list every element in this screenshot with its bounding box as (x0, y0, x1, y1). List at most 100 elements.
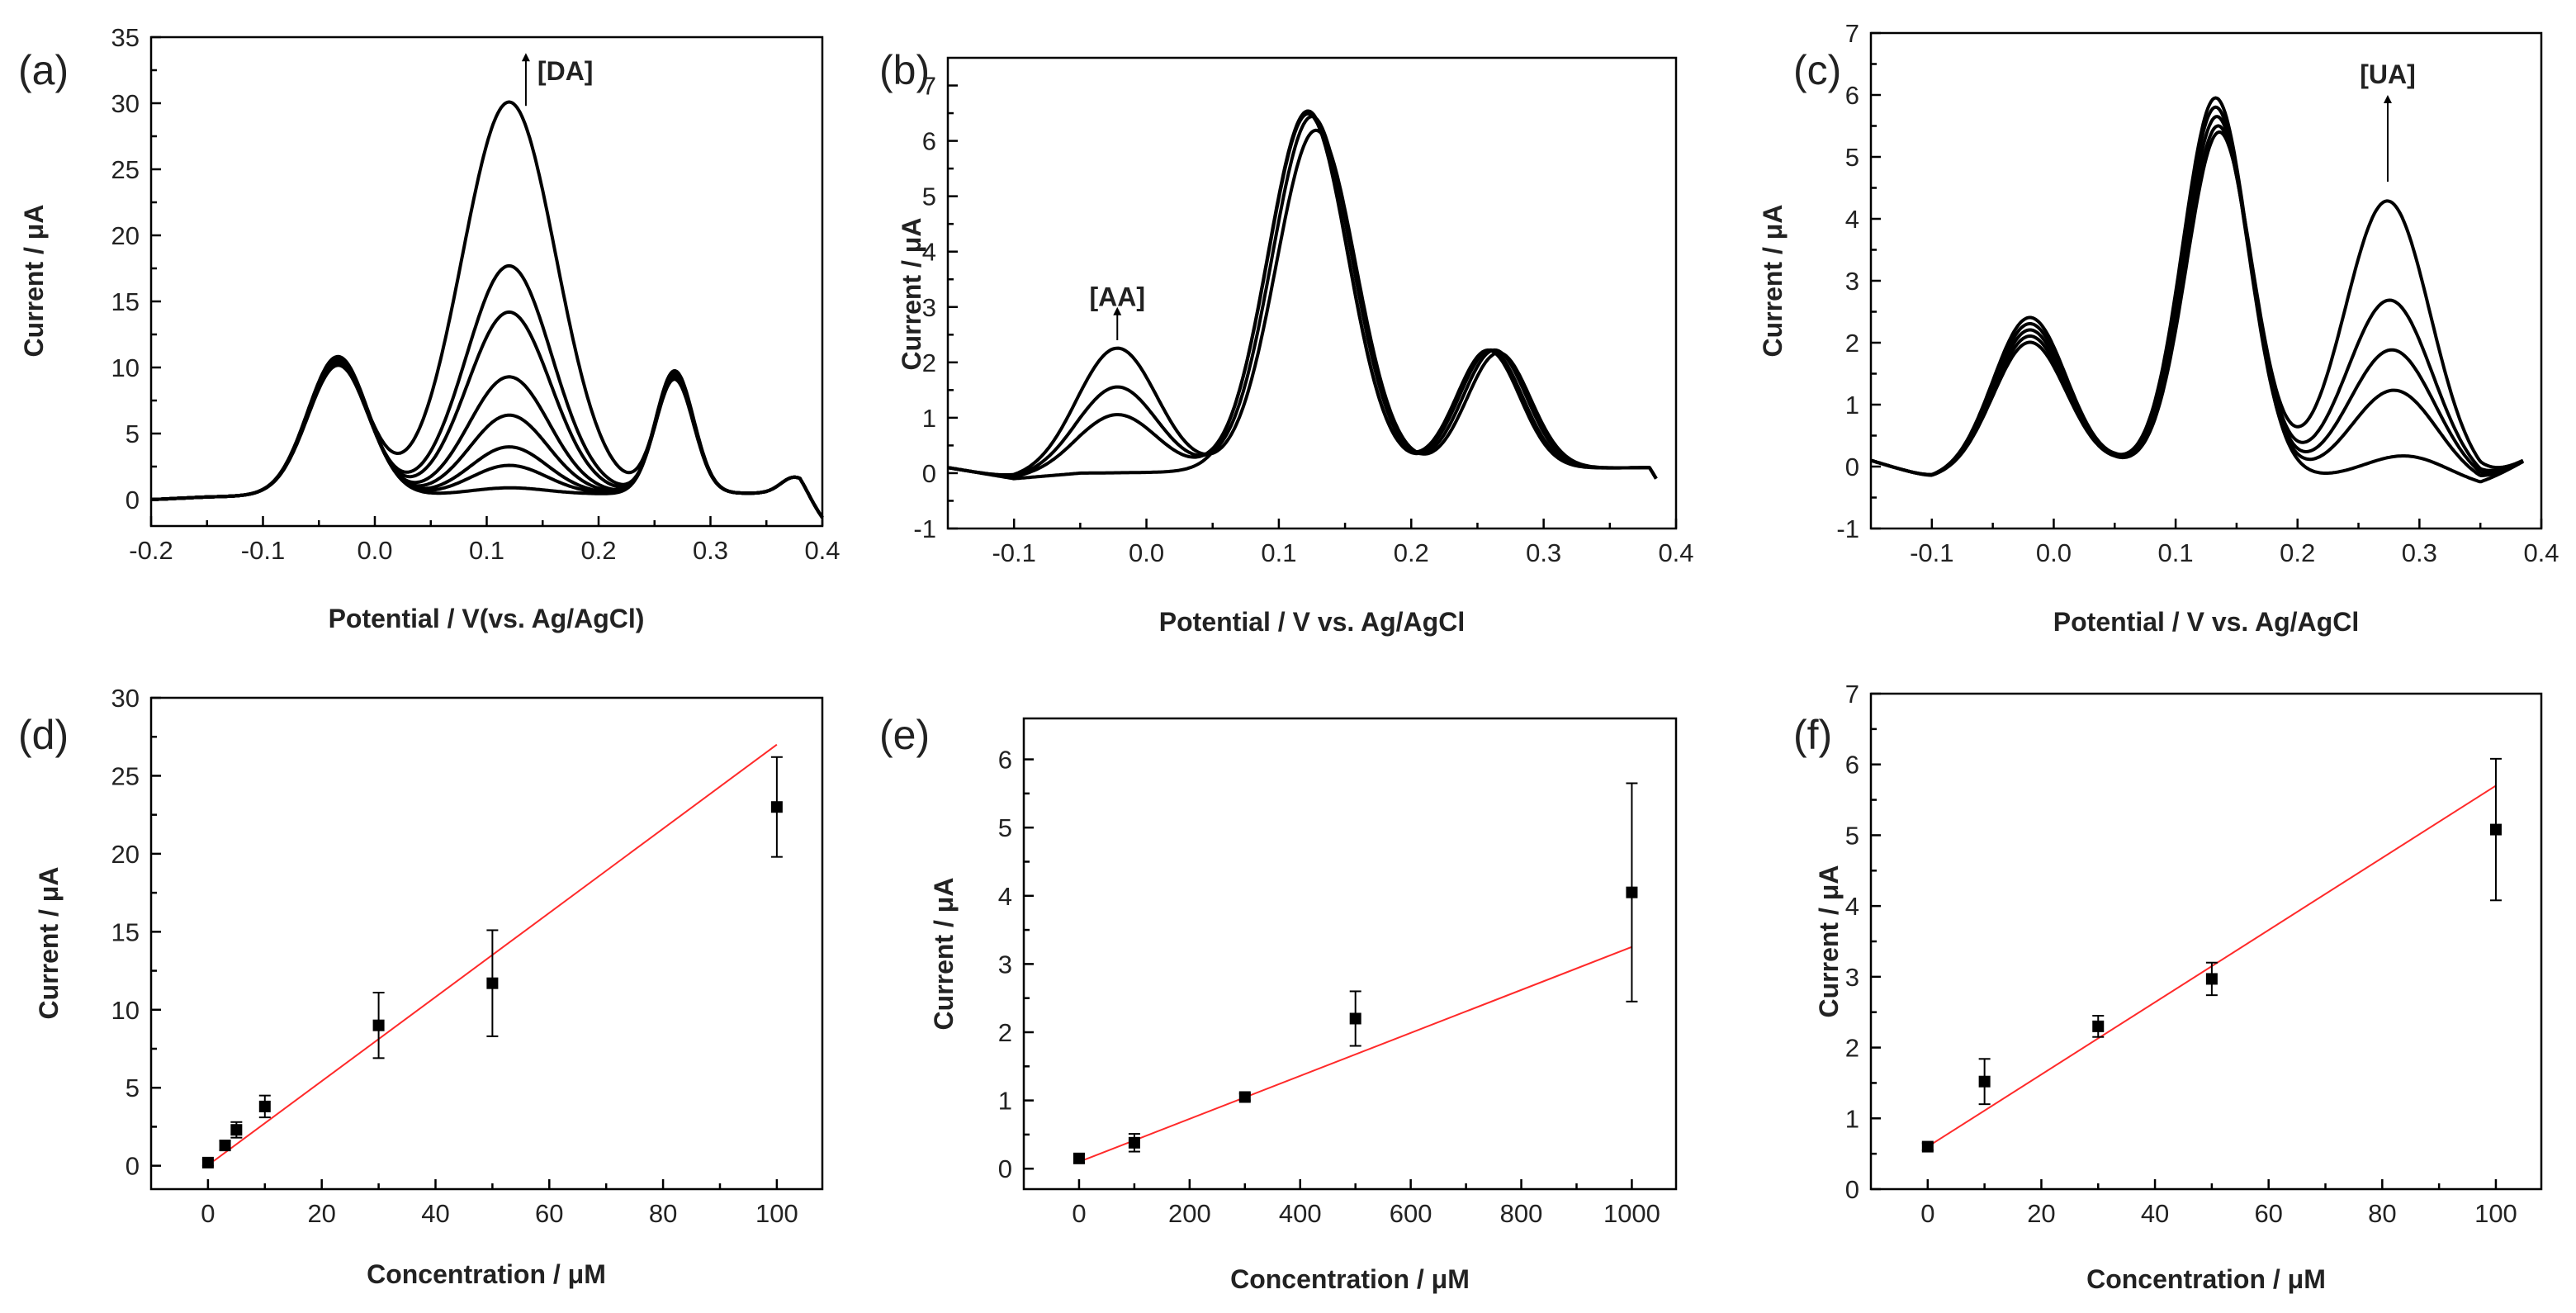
annotation-label: [AA] (1089, 282, 1145, 311)
x-tick-label: 0.1 (1261, 538, 1296, 567)
y-axis-title: Current / μA (929, 878, 959, 1031)
x-tick-label: 0.3 (693, 536, 728, 565)
x-tick-label: 0.3 (1526, 538, 1561, 567)
x-tick-label: 0.2 (580, 536, 616, 565)
x-tick-label: 0.1 (2158, 538, 2194, 567)
data-point (372, 1019, 385, 1031)
x-axis-title: Potential / V vs. Ag/AgCl (1159, 607, 1465, 637)
y-tick-label: 0 (1845, 1175, 1859, 1204)
x-tick-label: 0.3 (2402, 538, 2437, 567)
y-tick-label: 30 (111, 89, 140, 118)
data-point (1921, 1140, 1934, 1153)
x-tick-label: 100 (2474, 1199, 2517, 1228)
series-line-c1 (947, 109, 1658, 481)
x-tick-label: 0.1 (469, 536, 504, 565)
x-tick-label: -0.1 (1910, 538, 1953, 567)
x-tick-label: 1000 (1603, 1199, 1660, 1228)
x-axis-title: Concentration / μM (367, 1259, 606, 1289)
plot-frame (1869, 692, 2543, 1191)
y-tick-label: 10 (111, 353, 140, 382)
x-axis-title: Concentration / μM (1230, 1264, 1470, 1294)
y-tick-label: 0 (1845, 453, 1859, 481)
panel-a: (a) -0.2 -0.1 0.0 0.1 0.2 0.3 0.4 0 5 10 15 20 25 30 35… (18, 23, 841, 633)
y-axis-title: Current / μA (19, 205, 49, 358)
x-tick-label: -0.1 (992, 538, 1035, 567)
panel-b: (b) -0.1 0.0 0.1 0.2 0.3 0.4 -1 0 1 2 3 4 5 6 7 Potentia… (879, 47, 1694, 637)
data-point (1238, 1091, 1251, 1103)
data-point (1626, 886, 1638, 898)
y-tick-label: 6 (1845, 751, 1859, 780)
y-axis-title: Current / μA (897, 218, 926, 371)
y-tick-label: 7 (1845, 680, 1859, 709)
y-tick-label: 0 (922, 459, 936, 488)
annotation-label: [UA] (2360, 59, 2416, 89)
annotation-label: [DA] (537, 56, 594, 86)
panel-label: (b) (879, 47, 930, 93)
series-line-c3 (947, 115, 1658, 480)
y-tick-label: 2 (1845, 329, 1859, 358)
y-tick-label: 4 (998, 882, 1012, 911)
panel-f: (f) 0 20 40 60 80 100 0 1 2 3 4 5 6 7 Concentration / μ… (1793, 680, 2543, 1294)
y-tick-label: 5 (1845, 143, 1859, 172)
y-tick-label: 1 (1845, 1104, 1859, 1133)
x-tick-label: 400 (1279, 1199, 1322, 1228)
data-point (1349, 1012, 1361, 1025)
data-point (2205, 973, 2218, 985)
x-tick-label: 60 (2254, 1199, 2282, 1228)
x-axis-title: Concentration / μM (2086, 1264, 2326, 1294)
y-tick-label: 0 (998, 1154, 1012, 1183)
y-tick-label: 25 (111, 155, 140, 184)
y-tick-label: -1 (913, 514, 936, 543)
y-tick-label: 1 (922, 404, 936, 433)
x-tick-label: 0.0 (1129, 538, 1164, 567)
y-tick-label: 0 (125, 486, 140, 514)
x-tick-label: 600 (1390, 1199, 1432, 1228)
data-point (2092, 1020, 2105, 1032)
annotation-arrowhead (2383, 95, 2392, 103)
data-point (1073, 1152, 1085, 1164)
y-tick-label: 3 (998, 950, 1012, 979)
y-tick-label: 20 (111, 840, 140, 869)
plot-frame (1022, 717, 1678, 1191)
plot-frame (946, 56, 1678, 530)
series-line-c8 (150, 100, 824, 519)
data-point (1978, 1075, 1991, 1088)
x-tick-label: 0 (201, 1199, 215, 1228)
panel-label: (a) (18, 47, 69, 93)
y-tick-label: -1 (1836, 514, 1859, 543)
y-tick-label: 1 (998, 1087, 1012, 1116)
y-axis-title: Current / μA (1758, 205, 1788, 358)
y-tick-label: 3 (1845, 267, 1859, 296)
plot-frame (149, 696, 824, 1191)
data-point (219, 1140, 231, 1152)
x-tick-label: 80 (2368, 1199, 2396, 1228)
y-axis-title: Current / μA (1814, 865, 1844, 1018)
y-tick-label: 5 (998, 813, 1012, 842)
panel-label: (f) (1793, 712, 1832, 758)
fit-line (1078, 946, 1632, 1163)
data-point (230, 1124, 243, 1136)
x-tick-label: 40 (421, 1199, 449, 1228)
y-tick-label: 6 (1845, 81, 1859, 110)
x-tick-label: 200 (1168, 1199, 1211, 1228)
x-tick-label: -0.2 (129, 536, 173, 565)
y-tick-label: 3 (1845, 963, 1859, 992)
panel-e: (e) 0 200 400 600 800 1000 0 1 2 3 4 5 6 Concentration… (879, 712, 1678, 1294)
panel-c: (c) -0.1 0.0 0.1 0.2 0.3 0.4 -1 0 1 2 3 4 5 6 7 Potentia… (1758, 19, 2559, 637)
y-tick-label: 4 (1845, 205, 1859, 234)
series-line-c2 (947, 111, 1658, 480)
y-tick-label: 15 (111, 917, 140, 946)
x-tick-label: 40 (2141, 1199, 2169, 1228)
x-tick-label: 20 (2027, 1199, 2055, 1228)
data-point (201, 1156, 214, 1168)
y-tick-label: 7 (1845, 19, 1859, 48)
annotation-arrowhead (1113, 306, 1122, 315)
x-tick-label: 100 (755, 1199, 798, 1228)
plot-frame (1869, 31, 2543, 530)
data-point (1128, 1136, 1140, 1149)
y-tick-label: 0 (125, 1152, 140, 1181)
y-tick-label: 15 (111, 287, 140, 316)
x-tick-label: -0.1 (241, 536, 285, 565)
y-tick-label: 3 (922, 293, 936, 322)
panel-label: (d) (18, 712, 69, 758)
